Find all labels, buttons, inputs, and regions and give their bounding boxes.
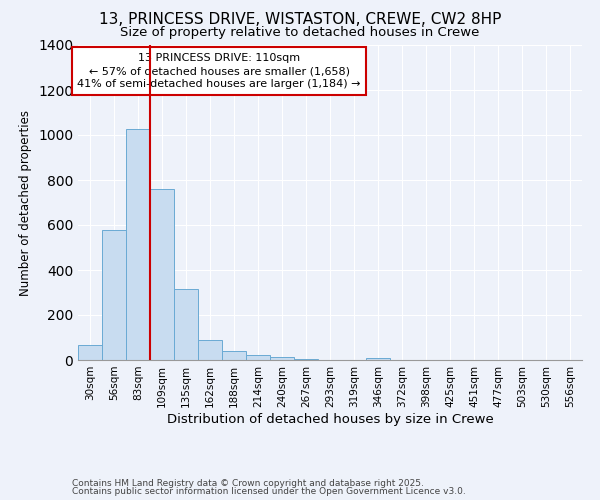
Bar xyxy=(174,289,198,360)
X-axis label: Distribution of detached houses by size in Crewe: Distribution of detached houses by size … xyxy=(167,412,493,426)
Bar xyxy=(126,130,150,360)
Bar xyxy=(78,344,102,360)
Text: Contains HM Land Registry data © Crown copyright and database right 2025.: Contains HM Land Registry data © Crown c… xyxy=(72,478,424,488)
Bar xyxy=(102,230,126,360)
Y-axis label: Number of detached properties: Number of detached properties xyxy=(19,110,32,296)
Bar xyxy=(270,358,294,360)
Bar xyxy=(150,189,174,360)
Text: Size of property relative to detached houses in Crewe: Size of property relative to detached ho… xyxy=(121,26,479,39)
Bar xyxy=(366,358,390,360)
Bar xyxy=(222,350,246,360)
Text: 13 PRINCESS DRIVE: 110sqm
← 57% of detached houses are smaller (1,658)
41% of se: 13 PRINCESS DRIVE: 110sqm ← 57% of detac… xyxy=(77,53,361,90)
Text: 13, PRINCESS DRIVE, WISTASTON, CREWE, CW2 8HP: 13, PRINCESS DRIVE, WISTASTON, CREWE, CW… xyxy=(99,12,501,28)
Text: Contains public sector information licensed under the Open Government Licence v3: Contains public sector information licen… xyxy=(72,487,466,496)
Bar xyxy=(294,359,318,360)
Bar xyxy=(246,355,270,360)
Bar xyxy=(198,340,222,360)
